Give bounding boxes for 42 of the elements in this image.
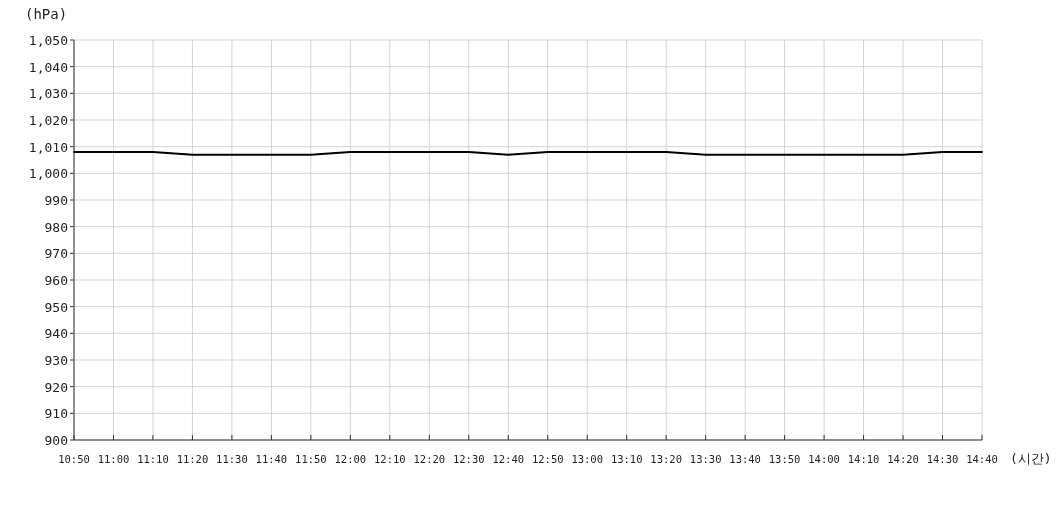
y-tick-label: 940 (44, 326, 68, 342)
x-tick-label: 13:20 (650, 453, 682, 465)
x-tick-label: 14:10 (847, 453, 880, 465)
x-tick-label: 14:00 (808, 453, 840, 465)
x-tick-label: 12:40 (492, 453, 525, 465)
x-tick-label: 11:10 (137, 453, 169, 465)
y-tick-label: 980 (44, 219, 68, 235)
x-tick-label: 12:10 (374, 453, 406, 465)
x-tick-label: 13:10 (610, 453, 643, 465)
x-tick-label: 14:40 (966, 453, 998, 465)
x-tick-label: 11:50 (295, 453, 327, 465)
y-tick-label: 950 (44, 299, 68, 315)
x-tick-label: 11:00 (97, 453, 130, 465)
y-tick-label: 1,030 (28, 86, 68, 102)
y-tick-label: 1,020 (28, 113, 68, 128)
y-tick-label: 910 (44, 406, 68, 422)
x-tick-label: 14:20 (887, 453, 919, 465)
y-tick-label: 930 (44, 353, 68, 368)
x-tick-label: 13:00 (571, 453, 604, 465)
x-tick-label: 12:30 (452, 453, 485, 465)
x-tick-label: 11:40 (255, 453, 288, 465)
x-tick-label: 10:50 (58, 453, 90, 465)
x-tick-label: 13:40 (729, 453, 761, 465)
x-tick-label: 12:50 (531, 453, 564, 465)
x-tick-label: 11:30 (216, 453, 248, 465)
y-tick-label: 1,050 (28, 33, 68, 48)
x-tick-label: 13:30 (689, 453, 722, 465)
y-tick-label: 1,010 (28, 139, 68, 155)
x-axis-title: (시간) (1010, 451, 1052, 466)
x-tick-label: 14:30 (926, 453, 959, 465)
x-tick-label: 11:20 (176, 453, 209, 465)
y-tick-label: 1,000 (28, 166, 68, 182)
x-tick-label: 12:00 (334, 453, 367, 465)
x-tick-label: 12:20 (413, 453, 446, 465)
x-tick-label: 13:50 (768, 453, 801, 465)
y-tick-label: 1,040 (28, 59, 68, 75)
y-tick-label: 990 (44, 193, 68, 208)
y-tick-label: 900 (44, 433, 68, 448)
y-axis-title: (hPa) (25, 6, 68, 22)
y-tick-label: 960 (44, 273, 68, 288)
y-tick-label: 970 (44, 246, 68, 262)
y-tick-label: 920 (44, 379, 68, 395)
